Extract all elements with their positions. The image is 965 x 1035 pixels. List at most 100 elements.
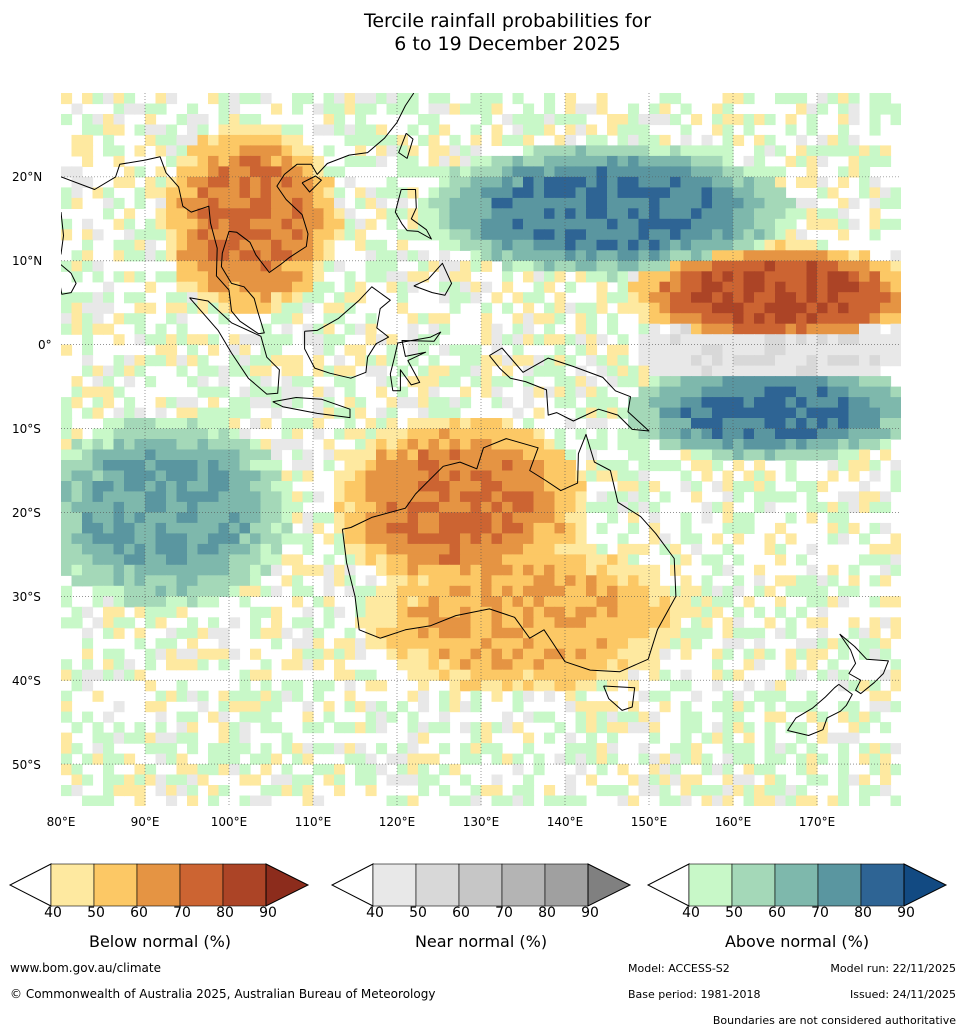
probability-cell: [817, 428, 829, 440]
probability-cell: [281, 239, 293, 251]
probability-cell: [544, 627, 556, 639]
probability-cell: [649, 250, 661, 262]
probability-cell: [103, 197, 115, 209]
probability-cell: [281, 491, 293, 503]
probability-cell: [586, 732, 598, 744]
probability-cell: [155, 753, 167, 765]
probability-cell: [638, 176, 650, 188]
probability-cell: [439, 575, 451, 587]
probability-cell: [428, 554, 440, 566]
probability-cell: [859, 638, 871, 650]
probability-cell: [250, 229, 262, 241]
probability-cell: [103, 543, 115, 555]
probability-cell: [281, 481, 293, 493]
probability-cell: [523, 617, 535, 629]
probability-cell: [166, 743, 178, 755]
probability-cell: [817, 292, 829, 304]
probability-cell: [449, 501, 461, 513]
probability-cell: [701, 460, 713, 472]
probability-cell: [596, 659, 608, 671]
probability-cell: [428, 627, 440, 639]
probability-cell: [617, 250, 629, 262]
probability-cell: [260, 134, 272, 146]
probability-cell: [113, 418, 125, 430]
probability-cell: [281, 397, 293, 409]
probability-cell: [428, 564, 440, 576]
probability-cell: [596, 596, 608, 608]
probability-cell: [176, 155, 188, 167]
probability-cell: [229, 271, 241, 283]
probability-cell: [628, 197, 640, 209]
probability-cell: [155, 722, 167, 734]
probability-cell: [113, 732, 125, 744]
probability-cell: [806, 428, 818, 440]
probability-cell: [155, 355, 167, 367]
probability-cell: [838, 638, 850, 650]
probability-cell: [680, 575, 692, 587]
website-link[interactable]: www.bom.gov.au/climate: [10, 961, 161, 975]
probability-cell: [250, 439, 262, 451]
probability-cell: [250, 522, 262, 534]
probability-cell: [145, 134, 157, 146]
probability-cell: [775, 344, 787, 356]
probability-cell: [386, 250, 398, 262]
probability-cell: [827, 638, 839, 650]
probability-cell: [61, 585, 73, 597]
probability-cell: [817, 575, 829, 587]
probability-cell: [596, 103, 608, 115]
probability-cell: [418, 669, 430, 681]
probability-cell: [103, 522, 115, 534]
probability-cell: [817, 481, 829, 493]
probability-cell: [512, 313, 524, 325]
probability-cell: [134, 124, 146, 136]
probability-cell: [218, 701, 230, 713]
probability-cell: [754, 470, 766, 482]
probability-cell: [754, 250, 766, 262]
probability-cell: [386, 795, 398, 806]
probability-cell: [61, 481, 73, 493]
probability-cell: [638, 439, 650, 451]
probability-cell: [512, 764, 524, 776]
colorbar-below-swatch: [222, 863, 267, 907]
probability-cell: [365, 627, 377, 639]
probability-cell: [397, 397, 409, 409]
probability-cell: [806, 617, 818, 629]
probability-cell: [680, 134, 692, 146]
probability-cell: [82, 481, 94, 493]
probability-cell: [523, 292, 535, 304]
probability-cell: [827, 292, 839, 304]
probability-cell: [428, 334, 440, 346]
probability-cell: [817, 606, 829, 618]
probability-cell: [166, 501, 178, 513]
probability-cell: [491, 481, 503, 493]
probability-cell: [848, 302, 860, 314]
probability-cell: [502, 585, 514, 597]
probability-cell: [491, 103, 503, 115]
probability-cell: [313, 344, 325, 356]
probability-cell: [764, 491, 776, 503]
probability-cell: [239, 197, 251, 209]
probability-cell: [754, 271, 766, 283]
probability-cell: [260, 543, 272, 555]
probability-cell: [670, 627, 682, 639]
probability-cell: [260, 522, 272, 534]
probability-cell: [208, 145, 220, 157]
probability-cell: [460, 648, 472, 660]
probability-cell: [260, 208, 272, 220]
probability-cell: [407, 690, 419, 702]
probability-cell: [124, 470, 136, 482]
probability-cell: [754, 627, 766, 639]
probability-cell: [575, 386, 587, 398]
probability-cell: [208, 239, 220, 251]
probability-cell: [124, 753, 136, 765]
probability-cell: [92, 93, 104, 105]
probability-cell: [701, 166, 713, 178]
probability-cell: [554, 638, 566, 650]
probability-cell: [733, 344, 745, 356]
probability-cell: [848, 260, 860, 272]
probability-cell: [827, 323, 839, 335]
probability-cell: [806, 386, 818, 398]
probability-cell: [250, 292, 262, 304]
probability-cell: [428, 355, 440, 367]
probability-cell: [533, 648, 545, 660]
